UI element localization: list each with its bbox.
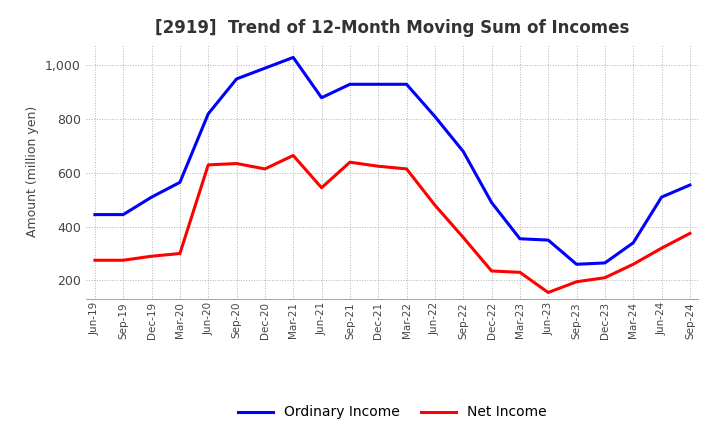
- Ordinary Income: [629, 240, 637, 246]
- Ordinary Income: [346, 82, 354, 87]
- Ordinary Income: [148, 194, 156, 200]
- Net Income: [119, 257, 127, 263]
- Net Income: [657, 246, 666, 251]
- Ordinary Income: [459, 149, 467, 154]
- Net Income: [318, 185, 326, 191]
- Ordinary Income: [487, 200, 496, 205]
- Net Income: [176, 251, 184, 256]
- Ordinary Income: [318, 95, 326, 100]
- Net Income: [402, 166, 411, 172]
- Ordinary Income: [431, 114, 439, 119]
- Legend: Ordinary Income, Net Income: Ordinary Income, Net Income: [233, 400, 552, 425]
- Ordinary Income: [402, 82, 411, 87]
- Net Income: [148, 253, 156, 259]
- Title: [2919]  Trend of 12-Month Moving Sum of Incomes: [2919] Trend of 12-Month Moving Sum of I…: [156, 19, 629, 37]
- Net Income: [685, 231, 694, 236]
- Y-axis label: Amount (million yen): Amount (million yen): [27, 106, 40, 237]
- Ordinary Income: [261, 66, 269, 71]
- Line: Ordinary Income: Ordinary Income: [95, 58, 690, 264]
- Ordinary Income: [685, 183, 694, 188]
- Ordinary Income: [572, 262, 581, 267]
- Net Income: [487, 268, 496, 274]
- Ordinary Income: [119, 212, 127, 217]
- Line: Net Income: Net Income: [95, 155, 690, 293]
- Net Income: [346, 160, 354, 165]
- Net Income: [374, 164, 382, 169]
- Ordinary Income: [544, 238, 552, 243]
- Net Income: [600, 275, 609, 280]
- Ordinary Income: [233, 76, 241, 81]
- Net Income: [431, 202, 439, 208]
- Net Income: [629, 262, 637, 267]
- Ordinary Income: [516, 236, 524, 242]
- Ordinary Income: [657, 194, 666, 200]
- Ordinary Income: [176, 180, 184, 185]
- Net Income: [516, 270, 524, 275]
- Ordinary Income: [374, 82, 382, 87]
- Net Income: [572, 279, 581, 284]
- Net Income: [233, 161, 241, 166]
- Net Income: [261, 166, 269, 172]
- Ordinary Income: [600, 260, 609, 266]
- Ordinary Income: [289, 55, 297, 60]
- Net Income: [91, 257, 99, 263]
- Ordinary Income: [91, 212, 99, 217]
- Net Income: [459, 235, 467, 240]
- Net Income: [204, 162, 212, 168]
- Net Income: [289, 153, 297, 158]
- Ordinary Income: [204, 111, 212, 117]
- Net Income: [544, 290, 552, 295]
